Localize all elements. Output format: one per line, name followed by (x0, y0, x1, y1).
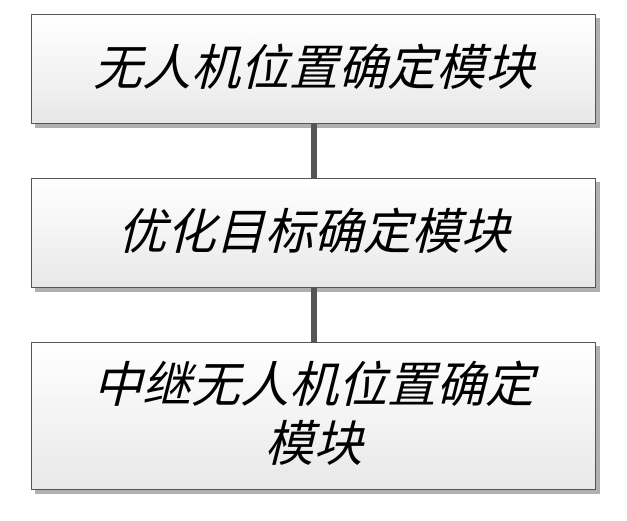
flowchart-node-relay-uav-position: 中继无人机位置确定 模块 (31, 342, 596, 490)
flowchart-connector-1 (311, 124, 317, 178)
flowchart-node-optimization-target: 优化目标确定模块 (31, 178, 596, 288)
node-label-line2: 模块 (93, 416, 534, 475)
node-label: 无人机位置确定模块 (93, 40, 534, 99)
node-label-line1: 中继无人机位置确定 (93, 357, 534, 416)
flowchart-connector-2 (311, 288, 317, 342)
flowchart-node-uav-position: 无人机位置确定模块 (31, 14, 596, 124)
flowchart-container: 无人机位置确定模块 优化目标确定模块 中继无人机位置确定 模块 (31, 14, 596, 490)
node-label-multiline: 中继无人机位置确定 模块 (93, 357, 534, 475)
node-label: 优化目标确定模块 (117, 204, 509, 263)
